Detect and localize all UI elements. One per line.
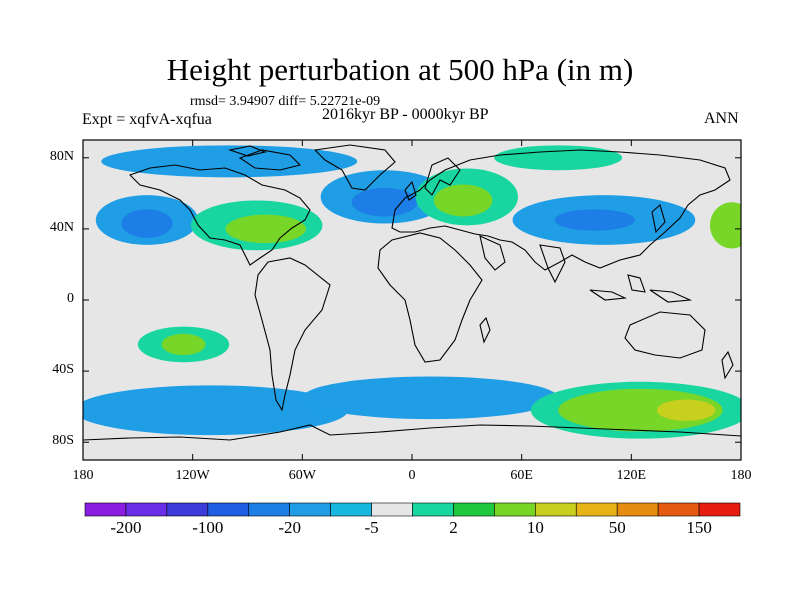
colorbar-box [657, 502, 700, 517]
field-arctic-low [101, 145, 358, 178]
colorbar-box [616, 502, 659, 517]
lat-label: 40S [52, 362, 74, 378]
field-far-east-high [709, 202, 741, 249]
colorbar-box [535, 502, 577, 517]
lon-label: 60E [510, 468, 533, 483]
colorbar-box [371, 502, 413, 517]
experiment-label: Expt = xqfvA-xqfua [82, 111, 212, 128]
colorbar-box [248, 502, 290, 517]
lon-label: 0 [408, 468, 416, 483]
colorbar-box [166, 502, 209, 517]
season-label: ANN [704, 110, 739, 127]
plot-title: Height perturbation at 500 hPa (in m) [166, 52, 634, 87]
colorbar-box [575, 502, 618, 517]
anomaly-field [83, 145, 741, 439]
colorbar-box [84, 502, 127, 517]
colorbar-box [207, 502, 250, 517]
colorbar-label: -5 [364, 518, 379, 537]
lon-label: 120W [175, 468, 210, 483]
colorbar-label: -200 [110, 518, 142, 537]
field-southern-ocean-low-west [83, 385, 348, 436]
field-north-atlantic-low-core [351, 188, 418, 217]
colorbar-box [698, 502, 741, 517]
colorbar-label: -100 [192, 518, 224, 537]
colorbar-box [412, 502, 454, 517]
axis-ticks [82, 140, 742, 460]
field-southern-ocean-low-east [302, 376, 559, 420]
colorbar [84, 502, 741, 517]
colorbar-label: 150 [686, 518, 712, 537]
lat-label: 80S [52, 433, 74, 449]
colorbar-label: 2 [449, 518, 458, 537]
lat-label: 0 [67, 291, 74, 306]
field-siberia-low-core [554, 209, 635, 231]
lat-label: 80N [49, 148, 74, 164]
colorbar-box [494, 502, 536, 517]
colorbar-box [330, 502, 372, 517]
colorbar-box [289, 502, 331, 517]
field-southern-ocean-high-core [558, 388, 723, 432]
colorbar-label: 10 [526, 518, 544, 537]
lon-label: 180 [730, 468, 752, 483]
colorbar-box [125, 502, 168, 517]
lon-label: 180 [72, 468, 94, 483]
field-south-pacific-high-core [161, 333, 206, 356]
lat-label: 40N [49, 219, 74, 235]
lon-label: 120E [616, 468, 647, 483]
field-eurasia-high-core [433, 184, 493, 217]
field-southern-ocean-high-peak [656, 399, 716, 421]
field-arctic-ocean-high [494, 145, 623, 171]
colorbar-label: 50 [608, 518, 626, 537]
colorbar-box [453, 502, 495, 517]
colorbar-label: -20 [278, 518, 302, 537]
lon-label: 60W [288, 468, 316, 483]
field-north-america-high-core [225, 214, 306, 244]
coastlines [83, 144, 741, 441]
rmsd-stats: rmsd= 3.94907 diff= 5.22721e-09 [190, 94, 381, 109]
field-north-pacific-low-core [121, 209, 173, 238]
period-label: 2016kyr BP - 0000kyr BP [322, 106, 489, 123]
